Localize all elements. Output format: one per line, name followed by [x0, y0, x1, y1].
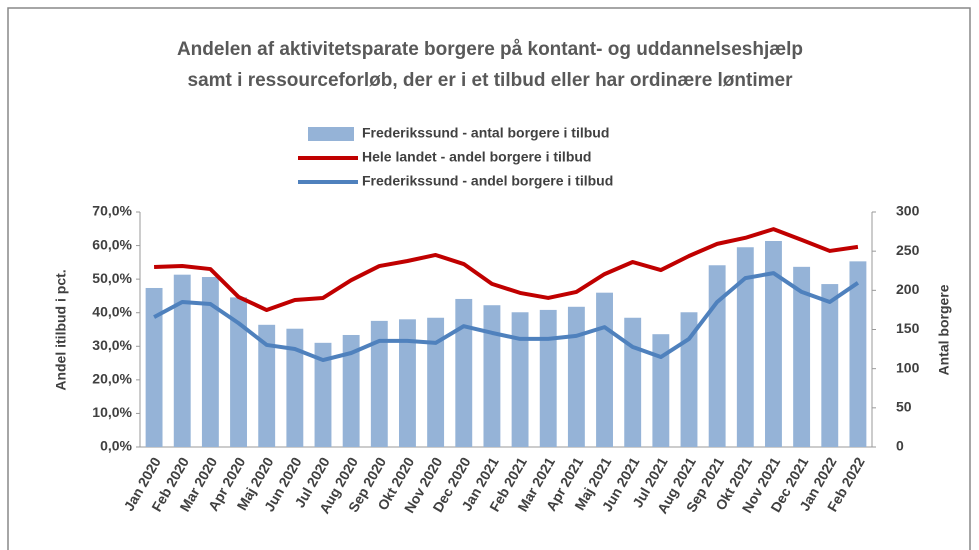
y-tick-label: 10,0% [92, 404, 132, 420]
bar [258, 324, 276, 447]
bar [427, 317, 445, 447]
y2-tick-label: 200 [896, 281, 920, 297]
bar [539, 309, 557, 447]
bar [483, 305, 501, 447]
bar [849, 261, 867, 447]
y2-tick-label: 100 [896, 359, 920, 375]
bar [455, 298, 473, 447]
bar [230, 297, 247, 447]
y-tick-label: 20,0% [92, 371, 132, 387]
chart-border [7, 7, 971, 550]
y-tick-label: 70,0% [92, 203, 132, 219]
bar [708, 265, 726, 447]
y2-axis-label: Antal borgere [936, 284, 952, 375]
chart-subtitle: samt i ressourceforløb, der er i et tilb… [188, 70, 794, 91]
y-tick-label: 30,0% [92, 337, 132, 353]
line [153, 271, 860, 363]
y2-tick-label: 250 [896, 242, 920, 258]
bar [201, 277, 219, 447]
y-tick-label: 0,0% [100, 438, 132, 454]
y-axis-label: Andel itilbud i pct. [53, 269, 69, 390]
bar [821, 284, 839, 447]
y2-tick-label: 50 [896, 399, 912, 415]
bar [596, 292, 613, 447]
y2-tick-label: 0 [896, 438, 904, 454]
y-tick-label: 40,0% [92, 303, 132, 319]
chart-title: Andelen af aktivitetsparate borgere på k… [177, 39, 803, 60]
bar [286, 328, 304, 447]
line [154, 227, 859, 313]
legend-label: Frederikssund - antal borgere i tilbud [362, 125, 609, 141]
bar [173, 274, 191, 447]
y2-tick-label: 150 [896, 320, 920, 336]
bar [765, 240, 782, 447]
y-tick-label: 60,0% [92, 236, 132, 252]
bar [680, 312, 698, 447]
legend-swatch [308, 127, 354, 141]
bar [652, 334, 670, 447]
bar [793, 266, 811, 447]
bar [567, 306, 585, 447]
bar [342, 334, 360, 447]
bar [511, 312, 529, 447]
bar [145, 287, 163, 447]
bar [314, 342, 332, 447]
legend-label: Hele landet - andel borgere i tilbud [362, 149, 591, 165]
bar [624, 317, 642, 447]
bar [399, 319, 416, 447]
bar [736, 247, 754, 447]
y-tick-label: 50,0% [92, 270, 132, 286]
y2-tick-label: 300 [896, 203, 920, 219]
legend-label: Frederikssund - andel borgere i tilbud [362, 173, 613, 189]
bar [370, 320, 388, 447]
